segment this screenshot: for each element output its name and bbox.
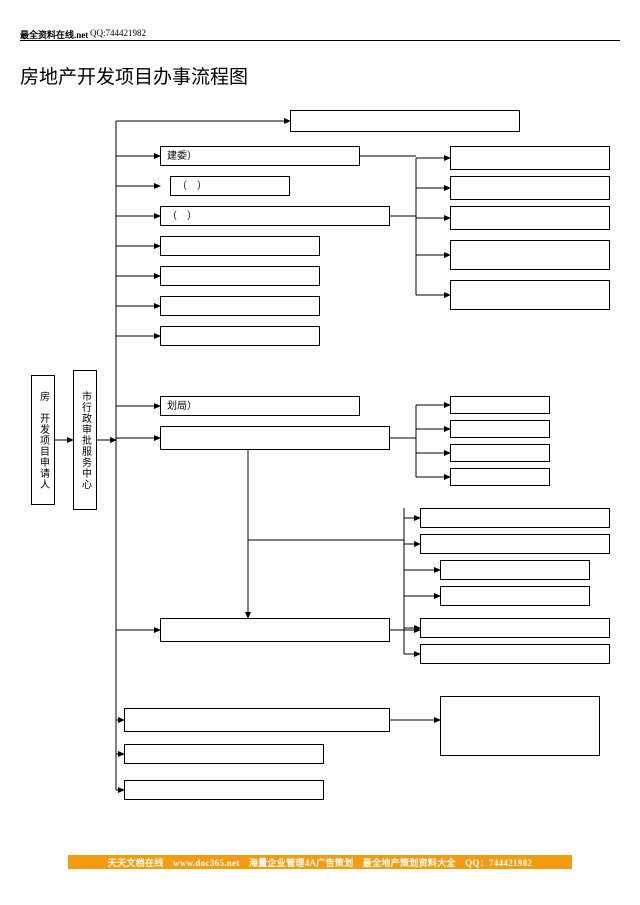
flow-mid-box-0: 建委） <box>160 146 360 166</box>
flow-right-box-11 <box>440 560 590 580</box>
flow-mid-box-3 <box>160 236 320 256</box>
footer-banner: 天天文档在线 www.doc365.net 海量企业管理4A广告策划 最全地产策… <box>68 855 572 869</box>
flow-right-box-4 <box>450 280 610 310</box>
header-qq: QQ:744421982 <box>90 28 146 38</box>
flow-right-box-10 <box>420 534 610 554</box>
flow-right-box-1 <box>450 176 610 200</box>
header-underline <box>20 40 620 41</box>
flow-right-box-7 <box>450 444 550 462</box>
flow-right-box-8 <box>450 468 550 486</box>
page-title: 房地产开发项目办事流程图 <box>20 62 248 89</box>
applicant-box: 房 开发项目申请人 <box>31 375 55 505</box>
flow-mid-box-4 <box>160 266 320 286</box>
flow-right-box-0 <box>450 146 610 170</box>
flow-top-box <box>290 110 520 132</box>
flow-right-box-5 <box>450 396 550 414</box>
flow-mid-box-2: （ ） <box>160 206 390 226</box>
service-center-box: 市行政审批服务中心 <box>73 370 97 510</box>
flow-right-box-9 <box>420 508 610 528</box>
flow-mid-box-1: （ ） <box>170 176 290 196</box>
flow-mid-box-12 <box>124 780 324 800</box>
flow-mid-box-6 <box>160 326 320 346</box>
flow-mid-box-11 <box>124 744 324 764</box>
flow-mid-box-8 <box>160 426 390 450</box>
flow-right-box-2 <box>450 206 610 230</box>
flow-right-box-15 <box>440 696 600 756</box>
flow-mid-box-10 <box>124 708 390 732</box>
flow-mid-box-5 <box>160 296 320 316</box>
flow-mid-box-7: 划局） <box>160 396 360 416</box>
flow-right-box-3 <box>450 240 610 270</box>
flow-right-box-12 <box>440 586 590 606</box>
flow-right-box-14 <box>420 644 610 664</box>
flow-mid-box-9 <box>160 618 390 642</box>
flow-right-box-6 <box>450 420 550 438</box>
flow-right-box-13 <box>420 618 610 638</box>
